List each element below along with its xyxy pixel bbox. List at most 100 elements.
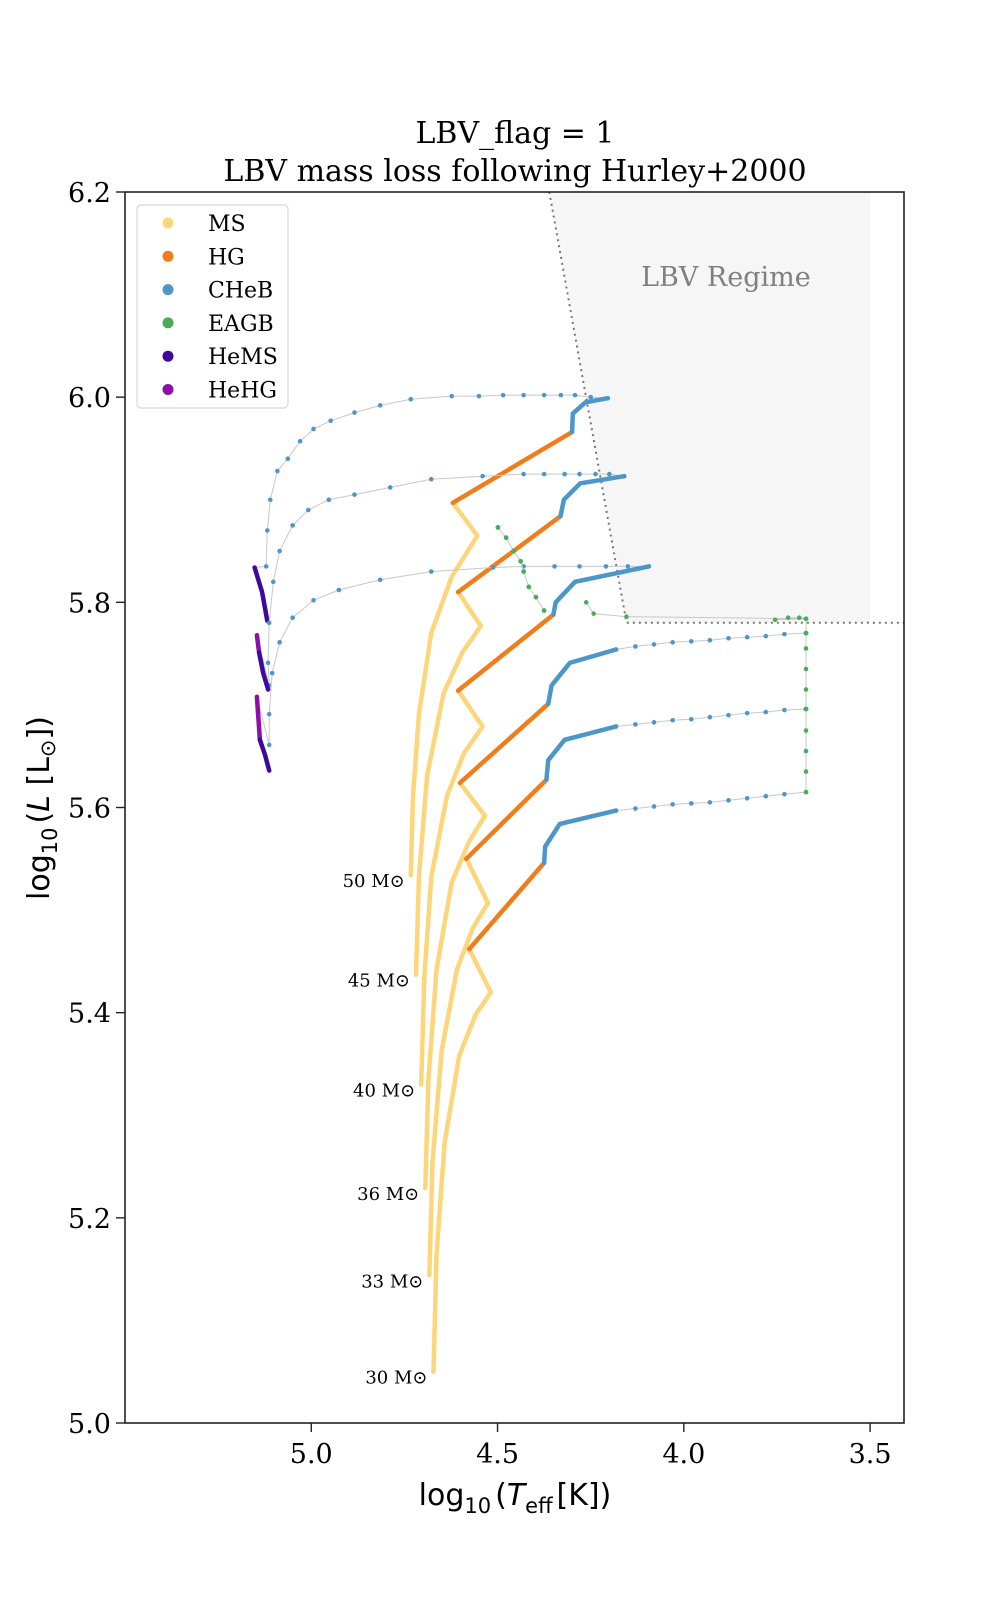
phase-cheb-point [744, 795, 750, 801]
track-connector-line [256, 565, 649, 1085]
phase-cheb-point [633, 722, 638, 727]
legend-marker-hems [162, 350, 174, 362]
phase-cheb-point [763, 709, 769, 715]
phase-cheb-point [277, 640, 282, 645]
y-label-part: 10 [38, 827, 62, 854]
x-axis-label: log10 (Teff [K]) [419, 1478, 612, 1518]
phase-eagb-point [803, 728, 809, 733]
phase-hems-segment [252, 565, 270, 624]
phase-cheb-point [613, 724, 619, 729]
phase-cheb-point [688, 801, 694, 806]
chart-title-line-2: LBV mass loss following Hurley+2000 [223, 154, 806, 189]
phase-cheb-point [352, 410, 357, 415]
phase-eagb-point [797, 615, 802, 621]
phase-cheb-point [763, 793, 769, 799]
legend-marker-hehg [162, 384, 174, 395]
y-tick-label: 6.0 [68, 383, 111, 414]
phase-hg-segment [450, 429, 575, 506]
phase-eagb-point [803, 630, 809, 636]
phase-eagb-point [591, 611, 596, 616]
x-tick-label: 3.5 [849, 1439, 892, 1470]
y-tick-label: 5.4 [68, 999, 111, 1030]
phase-ms-segment [431, 946, 494, 1374]
phase-cheb-point [613, 808, 619, 813]
phase-ms-segment [413, 589, 484, 977]
y-label-part: ⊙ [36, 739, 60, 757]
phase-cheb-segment [544, 724, 619, 783]
phase-eagb-point [495, 525, 501, 530]
phase-cheb-point [726, 712, 731, 718]
phase-cheb-point [707, 800, 713, 805]
phase-cheb-point [541, 471, 547, 477]
legend-box [136, 204, 289, 409]
phase-cheb-point [541, 392, 547, 398]
phase-cheb-point [277, 548, 282, 554]
phase-cheb-point [265, 660, 271, 666]
phase-eagb-point [803, 748, 809, 754]
phase-cheb-segment [545, 647, 619, 707]
chart-title-line-1: LBV_flag = 1 [415, 116, 614, 151]
phase-cheb-segment [541, 808, 619, 866]
x-label-part: T [507, 1478, 528, 1513]
lbv-regime-boundary [548, 191, 904, 624]
y-tick-label: 6.2 [68, 178, 111, 209]
legend-label-hehg: HeHG [208, 379, 277, 404]
phase-eagb-point [803, 616, 809, 622]
mass-label: 45 M⊙ [348, 971, 410, 992]
legend-label-cheb: CHeB [208, 279, 273, 304]
legend-label-hg: HG [208, 245, 245, 270]
phase-eagb-point [803, 666, 809, 672]
phase-cheb-point [377, 577, 383, 583]
phase-cheb-point [621, 473, 627, 479]
track-connector-line [428, 633, 807, 1276]
phase-eagb-point [803, 789, 809, 795]
phase-hg-segment [464, 777, 549, 862]
mass-label: 36 M⊙ [357, 1184, 419, 1205]
legend-label-hems: HeMS [208, 345, 278, 370]
track-40-msun [254, 564, 652, 1087]
x-tick-label: 4.5 [476, 1439, 519, 1470]
phase-cheb-point [613, 647, 619, 652]
phase-cheb-point [633, 806, 638, 811]
y-tick-label: 5.8 [68, 588, 111, 619]
phase-eagb-point [772, 617, 778, 623]
phase-cheb-point [326, 497, 332, 503]
phase-eagb-point [541, 608, 547, 613]
lbv-regime-shade [549, 192, 871, 623]
y-tick-label: 5.6 [68, 794, 111, 825]
phase-cheb-point [352, 492, 357, 497]
phase-hems-segment [257, 737, 272, 773]
phase-cheb-point [562, 471, 567, 477]
phase-cheb-point [428, 476, 434, 482]
phase-cheb-segment [558, 473, 627, 519]
phase-cheb-point [646, 564, 652, 569]
track-33-msun [427, 630, 809, 1278]
mass-label: 33 M⊙ [361, 1271, 423, 1292]
y-tick-label: 5.2 [68, 1204, 111, 1235]
phase-cheb-point [290, 615, 295, 621]
phase-cheb-point [552, 564, 557, 569]
phase-cheb-point [500, 392, 506, 398]
phase-hg-segment [455, 513, 563, 595]
phase-cheb-point [651, 804, 657, 809]
phase-cheb-point [572, 392, 578, 398]
y-label-part: log [22, 854, 57, 900]
x-tick-label: 4.0 [662, 1439, 705, 1470]
phase-hg-segment [455, 612, 556, 693]
phase-hehg-segment [254, 694, 263, 743]
phase-cheb-point [625, 564, 631, 569]
phase-cheb-point [311, 597, 316, 603]
phase-cheb-point [651, 720, 657, 725]
lbv-regime: LBV Regime [548, 191, 904, 624]
phase-cheb-point [707, 714, 713, 720]
phase-cheb-point [275, 468, 280, 474]
phase-ms-segment [408, 500, 480, 878]
phase-eagb-point [503, 535, 509, 541]
y-label-part: ( [22, 812, 57, 824]
x-label-part: 10 [464, 1494, 491, 1518]
phase-cheb-point [633, 644, 638, 649]
track-36-msun [423, 600, 809, 1191]
phase-eagb-point [511, 548, 516, 554]
phase-cheb-point [588, 394, 593, 400]
